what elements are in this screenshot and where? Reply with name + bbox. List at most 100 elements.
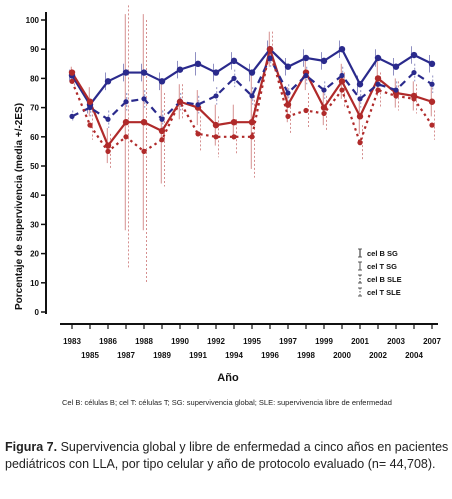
y-tick-label: 90	[30, 45, 39, 54]
series-points	[68, 46, 436, 154]
data-point	[123, 134, 129, 140]
data-point	[320, 57, 328, 65]
data-point	[357, 140, 363, 146]
data-point	[69, 113, 75, 119]
data-point	[159, 137, 165, 143]
series-line	[70, 48, 433, 153]
x-tick-label: 1995	[243, 337, 261, 346]
data-point	[212, 121, 220, 129]
data-point	[284, 63, 292, 70]
y-tick-label: 30	[30, 220, 39, 229]
y-tick-label: 0	[35, 308, 40, 317]
data-point	[338, 78, 346, 85]
data-point	[69, 78, 75, 84]
data-point	[374, 54, 382, 62]
data-point	[339, 87, 345, 93]
y-tick-label: 50	[30, 162, 39, 171]
data-point	[140, 119, 148, 126]
x-tick-label: 1998	[297, 351, 315, 360]
data-point	[105, 116, 111, 122]
data-point	[140, 69, 148, 76]
data-point	[104, 78, 112, 85]
data-point	[374, 75, 382, 82]
y-tick-label: 70	[30, 104, 39, 113]
data-point	[357, 96, 363, 102]
x-tick-label: 1991	[189, 351, 207, 360]
y-tick-label: 40	[30, 191, 39, 200]
data-point	[429, 122, 435, 128]
legend-label: cel B SG	[367, 249, 398, 258]
data-point	[411, 69, 417, 76]
x-tick-label: 1994	[225, 351, 243, 360]
legend: cel B SG cel T SG cel B SLE cel T SLE	[358, 248, 402, 297]
data-point	[302, 54, 310, 62]
data-point	[428, 98, 436, 105]
legend-label: cel B SLE	[367, 275, 402, 284]
data-point	[392, 63, 400, 70]
data-point	[321, 87, 327, 93]
data-point	[159, 116, 165, 122]
data-point	[231, 134, 237, 140]
data-point	[303, 107, 309, 114]
x-tick-label: 1992	[207, 337, 225, 346]
y-tick-label: 20	[30, 250, 39, 259]
data-point	[303, 72, 309, 79]
data-point	[285, 90, 291, 96]
y-tick-label: 60	[30, 133, 39, 142]
data-point	[267, 55, 273, 61]
data-point	[267, 46, 273, 52]
caption-text: Supervivencia global y libre de enfermed…	[5, 440, 449, 471]
y-tick-label: 10	[30, 279, 39, 288]
data-point	[122, 119, 130, 126]
data-point	[411, 96, 417, 102]
data-point	[177, 99, 183, 105]
data-point	[285, 113, 291, 119]
data-point	[195, 102, 201, 108]
caption-label: Figura 7.	[5, 440, 58, 454]
data-point	[429, 81, 435, 87]
y-tick-label: 100	[26, 16, 40, 25]
data-point	[321, 110, 327, 117]
y-axis-title: Porcentaje de supervivencia (media +/-2E…	[14, 103, 25, 310]
x-tick-label: 2002	[369, 351, 387, 360]
data-point	[393, 93, 399, 99]
data-point	[158, 78, 166, 85]
data-point	[249, 93, 255, 99]
data-point	[339, 72, 345, 79]
data-point	[122, 69, 130, 76]
data-point	[141, 148, 147, 154]
data-point	[213, 93, 219, 99]
data-point	[248, 69, 256, 76]
data-point	[375, 81, 381, 87]
data-point	[230, 57, 238, 65]
x-tick-label: 1990	[171, 337, 189, 346]
x-tick-label: 1988	[135, 337, 153, 346]
data-point	[248, 119, 256, 126]
y-tick-label: 80	[30, 74, 39, 83]
x-tick-label: 2000	[333, 351, 351, 360]
data-point	[141, 96, 147, 102]
x-tick-label: 1989	[153, 351, 171, 360]
legend-label: cel T SG	[367, 262, 397, 271]
x-tick-label: 2001	[351, 337, 369, 346]
data-point	[231, 75, 237, 81]
data-point	[213, 134, 219, 140]
data-point	[176, 66, 184, 73]
x-tick-label: 2003	[387, 337, 405, 346]
figure-caption: Figura 7. Supervivencia global y libre d…	[5, 439, 450, 473]
data-point	[105, 148, 111, 154]
x-tick-label: 2007	[423, 337, 441, 346]
data-point	[68, 69, 76, 76]
x-axis-title: Año	[217, 372, 239, 384]
data-point	[356, 81, 364, 88]
data-point	[338, 46, 346, 53]
data-point	[195, 131, 201, 137]
data-point	[375, 87, 381, 93]
x-tick-label: 1986	[99, 337, 117, 346]
series-line	[71, 56, 433, 121]
x-tick-label: 1996	[261, 351, 279, 360]
data-point	[356, 113, 364, 120]
chart-footnote: Cel B: células B; cel T: células T; SG: …	[62, 398, 392, 407]
